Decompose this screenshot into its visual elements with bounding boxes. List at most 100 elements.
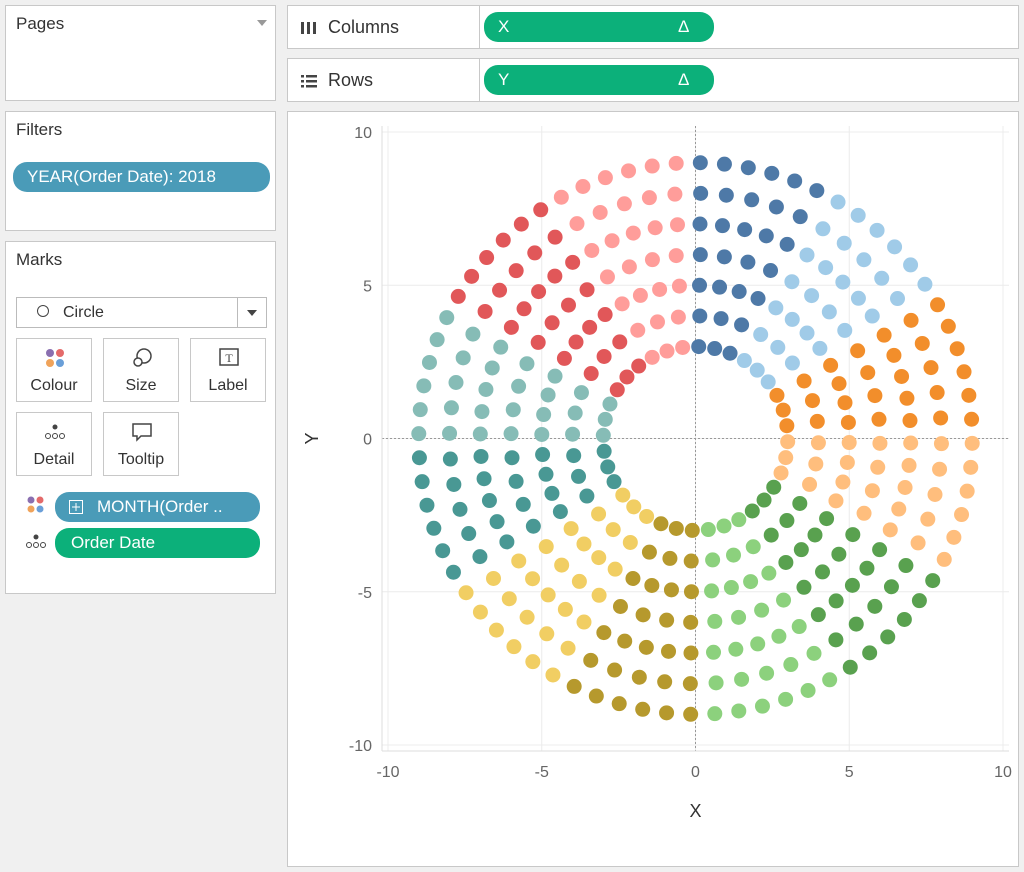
detail-card[interactable]: Detail <box>16 412 92 476</box>
label-card[interactable]: T Label <box>190 338 266 402</box>
data-point <box>445 564 461 580</box>
data-point <box>835 474 851 490</box>
data-point <box>956 364 972 380</box>
chevron-down-icon[interactable] <box>257 20 267 26</box>
data-point <box>421 354 437 370</box>
data-point <box>768 199 784 215</box>
data-point <box>707 341 723 357</box>
data-point <box>682 676 698 692</box>
data-point <box>611 696 627 712</box>
data-point <box>503 319 519 335</box>
data-point <box>779 418 795 434</box>
data-point <box>659 612 675 628</box>
data-point <box>481 493 497 509</box>
columns-label-cell: Columns <box>288 6 480 48</box>
tooltip-card[interactable]: Tooltip <box>103 412 179 476</box>
detail-label: Detail <box>33 451 75 468</box>
y-tick-label: 10 <box>354 125 372 142</box>
data-point <box>669 217 685 233</box>
data-point <box>812 340 828 356</box>
data-point <box>635 607 651 623</box>
data-point <box>860 365 876 381</box>
data-point <box>799 325 815 341</box>
scatter-chart[interactable]: -10 -5 0 5 10 10 5 0 -5 -10 X Y <box>288 112 1018 866</box>
data-point <box>452 501 468 517</box>
data-point <box>890 291 906 307</box>
data-point <box>753 327 769 343</box>
data-point <box>841 435 857 451</box>
data-point <box>929 385 945 401</box>
data-point <box>963 459 979 475</box>
data-point <box>736 353 752 369</box>
data-point <box>768 300 784 316</box>
data-point <box>778 450 794 466</box>
detail-encoding-pill[interactable]: Order Date <box>55 528 260 558</box>
data-point <box>901 457 917 473</box>
data-point <box>652 281 668 297</box>
data-point <box>591 506 607 522</box>
data-point <box>822 672 838 688</box>
data-point <box>925 573 941 589</box>
data-point <box>872 542 888 558</box>
data-point <box>683 645 699 661</box>
data-point <box>614 296 630 312</box>
data-point <box>763 527 779 543</box>
data-point <box>780 434 796 450</box>
data-point <box>659 343 675 359</box>
data-point <box>476 471 492 487</box>
data-point <box>464 268 480 284</box>
data-point <box>571 573 587 589</box>
data-point <box>802 476 818 492</box>
data-point <box>455 350 471 366</box>
rows-pill-y[interactable]: Y Δ <box>484 65 714 95</box>
detail-encoding-icon <box>26 534 46 548</box>
chevron-down-icon[interactable] <box>237 298 266 327</box>
data-point <box>588 688 604 704</box>
data-point <box>641 190 657 206</box>
colour-encoding-pill[interactable]: MONTH(Order .. <box>55 492 260 522</box>
colour-card[interactable]: Colour <box>16 338 92 402</box>
data-point <box>770 339 786 355</box>
data-point <box>560 297 576 313</box>
data-point <box>713 311 729 327</box>
expand-icon[interactable] <box>69 500 83 514</box>
columns-icon <box>301 22 316 34</box>
data-point <box>605 522 621 538</box>
data-point <box>800 683 816 699</box>
data-point <box>569 216 585 232</box>
data-point <box>478 382 494 398</box>
data-point <box>563 521 579 537</box>
columns-shelf: Columns X Δ <box>287 5 1019 49</box>
data-point <box>716 249 732 265</box>
x-tick-label: -10 <box>376 764 399 781</box>
size-card[interactable]: Size <box>103 338 179 402</box>
colour-encoding-icon <box>27 496 44 513</box>
data-point <box>538 466 554 482</box>
data-point <box>513 216 529 232</box>
data-point <box>644 158 660 174</box>
data-point <box>949 341 965 357</box>
data-point <box>631 669 647 685</box>
data-point <box>465 326 481 342</box>
data-point <box>706 644 722 660</box>
data-point <box>835 274 851 290</box>
data-point <box>828 632 844 648</box>
data-point <box>516 301 532 317</box>
columns-pill-x[interactable]: X Δ <box>484 12 714 42</box>
data-point <box>716 518 732 534</box>
data-point <box>668 248 684 264</box>
data-point <box>923 360 939 376</box>
data-point <box>591 550 607 566</box>
data-point <box>683 614 699 630</box>
data-point <box>671 278 687 294</box>
data-point <box>663 582 679 598</box>
data-point <box>809 413 825 429</box>
data-point <box>505 402 521 418</box>
data-point <box>819 511 835 527</box>
filter-pill-year[interactable]: YEAR(Order Date): 2018 <box>13 162 270 192</box>
data-point <box>883 579 899 595</box>
data-point <box>758 228 774 244</box>
data-point <box>796 579 812 595</box>
data-point <box>567 405 583 421</box>
mark-type-dropdown[interactable]: Circle <box>16 297 267 328</box>
